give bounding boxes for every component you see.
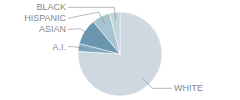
slice-label: HISPANIC <box>24 13 66 23</box>
slice-label: BLACK <box>36 2 66 12</box>
labels: WHITE A.I. ASIANHISPANICBLACK <box>24 2 203 93</box>
leader-line <box>68 47 87 49</box>
pie-slice <box>110 12 120 54</box>
leader-line <box>68 7 116 20</box>
leader-line <box>68 12 105 24</box>
pie-slice <box>78 12 162 96</box>
slice-label: ASIAN <box>39 24 66 34</box>
chart: WHITE A.I. ASIANHISPANICBLACK <box>0 0 240 100</box>
slice-label: WHITE <box>174 83 203 93</box>
pie <box>78 12 162 96</box>
slice-label: A.I. <box>52 42 66 52</box>
leader-line <box>143 78 172 88</box>
leader-line <box>68 29 92 36</box>
